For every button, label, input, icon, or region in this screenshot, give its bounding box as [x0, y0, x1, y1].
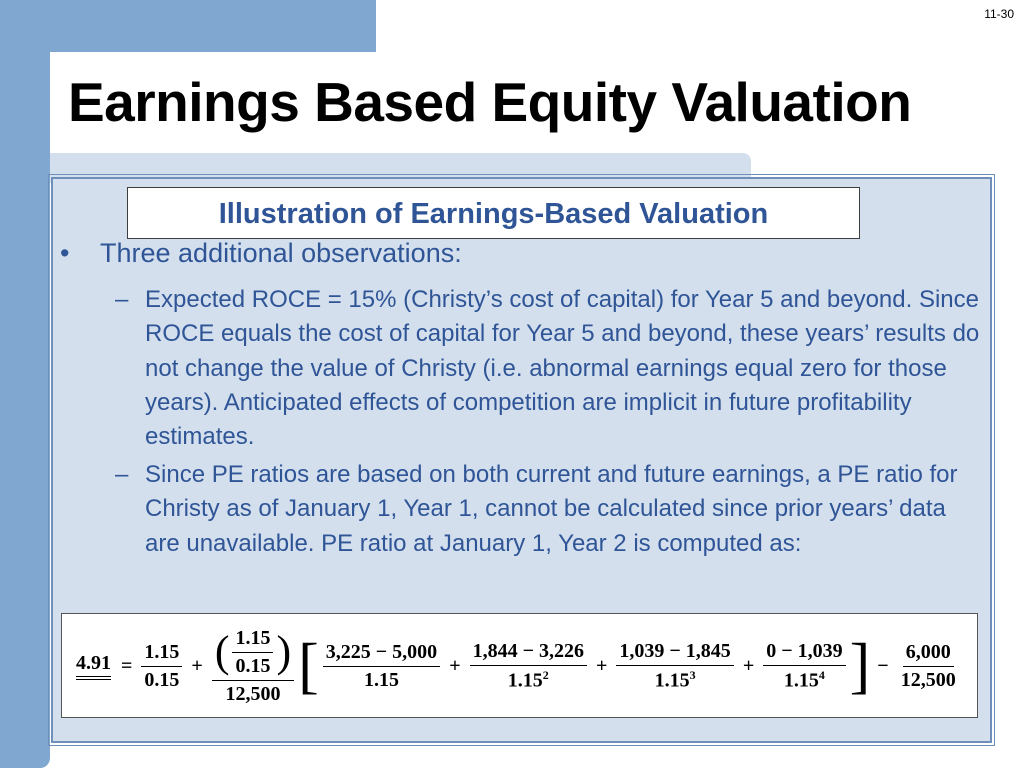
fraction-last-denominator: 12,500 — [900, 668, 956, 691]
sub-item-text: Since PE ratios are based on both curren… — [145, 461, 958, 557]
decorative-left-bar — [0, 0, 50, 768]
formula-result: 4.91 — [76, 652, 111, 680]
fraction-2-numerator: ( 1.15 0.15 ) — [211, 627, 295, 681]
sub-item-roce: – Expected ROCE = 15% (Christy’s cost of… — [115, 283, 985, 454]
bracket-open: [ — [298, 632, 319, 700]
fraction-2-denominator: 12,500 — [225, 682, 281, 705]
inner-fraction-numerator: 1.15 — [232, 627, 274, 653]
bullet-text: Three additional observations: — [100, 238, 462, 268]
subtitle-box: Illustration of Earnings-Based Valuation — [127, 187, 860, 239]
slide-number: 11-30 — [984, 7, 1014, 21]
plus-sign: + — [449, 654, 461, 677]
term-3-exponent: 3 — [689, 667, 696, 682]
equals-sign: = — [121, 654, 133, 677]
term-3-base: 1.15 — [654, 669, 690, 692]
fraction-1-numerator: 1.15 — [141, 641, 183, 667]
bracket-close: ] — [849, 632, 871, 700]
dash-icon: – — [115, 286, 129, 313]
term-1: 3,225 − 5,000 1.15 — [322, 641, 441, 692]
term-4-base: 1.15 — [783, 669, 819, 692]
term-2-denominator: 1.152 — [505, 666, 552, 693]
term-2-numerator: 1,844 − 3,226 — [469, 640, 587, 666]
slide-title: Earnings Based Equity Valuation — [68, 71, 912, 133]
pe-formula: 4.91 = 1.15 0.15 + ( 1.15 0.15 ) 12,500 … — [76, 618, 962, 714]
term-4: 0 − 1,039 1.154 — [763, 640, 846, 693]
sub-item-text: Expected ROCE = 15% (Christy’s cost of c… — [145, 286, 980, 451]
bullet-item: • Three additional observations: — [60, 238, 462, 269]
term-4-exponent: 4 — [818, 667, 825, 682]
term-2-base: 1.15 — [507, 669, 543, 692]
term-3: 1,039 − 1,845 1.153 — [616, 640, 734, 693]
decorative-top-bar — [0, 0, 376, 52]
formula-box: 4.91 = 1.15 0.15 + ( 1.15 0.15 ) 12,500 … — [61, 613, 978, 718]
term-3-denominator: 1.153 — [652, 666, 699, 693]
term-4-denominator: 1.154 — [781, 666, 828, 693]
term-2: 1,844 − 3,226 1.152 — [469, 640, 587, 693]
plus-sign: + — [742, 654, 755, 677]
minus-sign: − — [877, 654, 889, 677]
fraction-1-denominator: 0.15 — [144, 668, 180, 691]
term-3-numerator: 1,039 − 1,845 — [616, 640, 734, 666]
term-2-exponent: 2 — [542, 667, 549, 682]
inner-fraction: 1.15 0.15 — [232, 627, 274, 678]
dash-icon: – — [115, 461, 129, 488]
paren-close: ) — [276, 627, 292, 676]
fraction-2: ( 1.15 0.15 ) 12,500 — [211, 627, 295, 706]
fraction-last-numerator: 6,000 — [902, 641, 954, 667]
term-1-numerator: 3,225 − 5,000 — [322, 641, 441, 667]
fraction-last: 6,000 12,500 — [898, 641, 959, 692]
bullet-icon: • — [60, 238, 70, 268]
term-1-denominator: 1.15 — [363, 668, 399, 691]
plus-sign: + — [596, 654, 608, 677]
inner-fraction-denominator: 0.15 — [235, 654, 271, 677]
plus-sign: + — [191, 654, 203, 677]
paren-open: ( — [214, 627, 230, 676]
term-4-numerator: 0 − 1,039 — [763, 640, 846, 666]
sub-item-pe-ratio: – Since PE ratios are based on both curr… — [115, 458, 985, 561]
fraction-1: 1.15 0.15 — [141, 641, 183, 692]
